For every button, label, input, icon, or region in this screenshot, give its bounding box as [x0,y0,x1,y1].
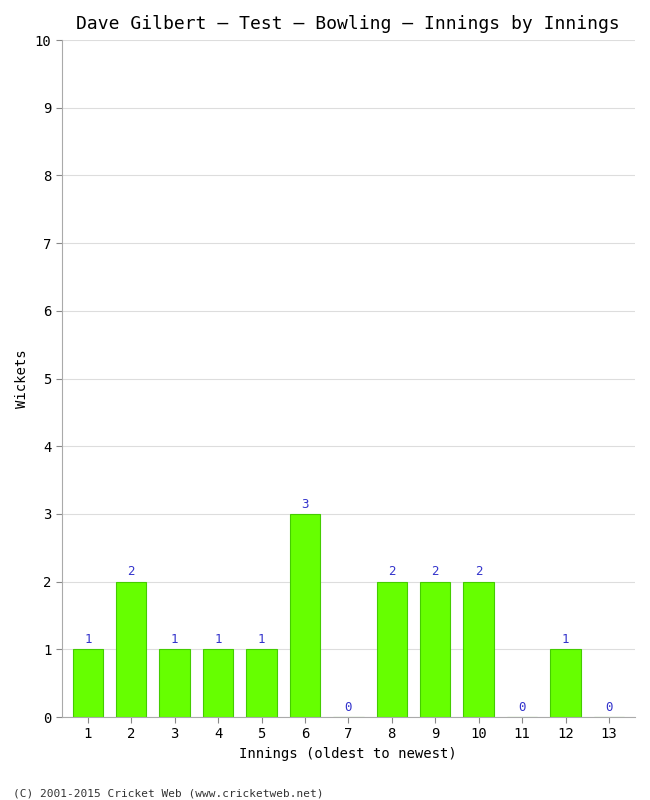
Bar [203,650,233,717]
Text: 1: 1 [84,633,92,646]
Title: Dave Gilbert – Test – Bowling – Innings by Innings: Dave Gilbert – Test – Bowling – Innings … [77,15,620,33]
Text: 2: 2 [127,566,135,578]
Text: 2: 2 [432,566,439,578]
Bar [116,582,146,717]
Bar [463,582,494,717]
Text: (C) 2001-2015 Cricket Web (www.cricketweb.net): (C) 2001-2015 Cricket Web (www.cricketwe… [13,788,324,798]
Text: 1: 1 [562,633,569,646]
Y-axis label: Wickets: Wickets [15,350,29,408]
Text: 0: 0 [605,701,613,714]
Text: 2: 2 [388,566,396,578]
Bar [73,650,103,717]
Bar [420,582,450,717]
Bar [159,650,190,717]
Text: 3: 3 [301,498,309,510]
Text: 0: 0 [518,701,526,714]
Bar [551,650,580,717]
Bar [290,514,320,717]
X-axis label: Innings (oldest to newest): Innings (oldest to newest) [239,747,457,761]
Text: 1: 1 [171,633,178,646]
Bar [246,650,277,717]
Text: 1: 1 [258,633,265,646]
Text: 2: 2 [475,566,482,578]
Bar [376,582,407,717]
Text: 1: 1 [214,633,222,646]
Text: 0: 0 [344,701,352,714]
